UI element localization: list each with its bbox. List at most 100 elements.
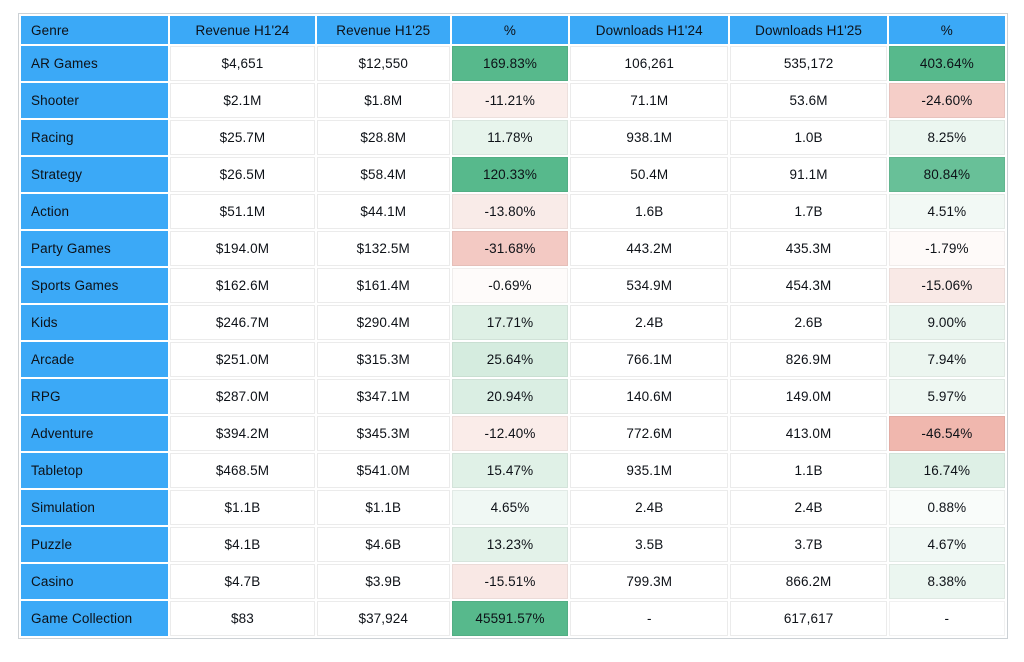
downloads-change-cell: -24.60% — [888, 83, 1005, 118]
revenue-h124-cell: $51.1M — [170, 194, 315, 229]
downloads-change-cell: 8.25% — [888, 120, 1005, 155]
revenue-h125-cell: $37,924 — [316, 601, 450, 636]
revenue-h125-cell: $28.8M — [316, 120, 450, 155]
revenue-h124-cell: $162.6M — [170, 268, 315, 303]
downloads-h125-cell: 91.1M — [730, 157, 887, 192]
table-row: Casino $4.7B $3.9B -15.51% 799.3M 866.2M 8.38% — [21, 564, 1005, 599]
downloads-change-cell: 7.94% — [888, 342, 1005, 377]
table-row: Strategy $26.5M $58.4M 120.33% 50.4M 91.1M 80.… — [21, 157, 1005, 192]
genre-cell: Action — [21, 194, 169, 229]
genre-cell: Tabletop — [21, 453, 169, 488]
genre-cell: Racing — [21, 120, 169, 155]
table-row: Game Collection $83 $37,924 45591.57% -617,6… — [21, 601, 1005, 636]
revenue-change-cell: 169.83% — [451, 46, 569, 81]
downloads-h125-cell: 435.3M — [730, 231, 887, 266]
table-row: AR Games $4,651 $12,550 169.83% 106,261 535,1… — [21, 46, 1005, 81]
table-row: Sports Games $162.6M $161.4M -0.69% 534.9M 45… — [21, 268, 1005, 303]
downloads-h124-cell: 1.6B — [570, 194, 729, 229]
downloads-h125-cell: 3.7B — [730, 527, 887, 562]
downloads-h124-cell: - — [570, 601, 729, 636]
downloads-h124-cell: 938.1M — [570, 120, 729, 155]
revenue-change-cell: 15.47% — [451, 453, 569, 488]
revenue-h125-cell: $345.3M — [316, 416, 450, 451]
downloads-change-cell: 9.00% — [888, 305, 1005, 340]
revenue-h125-cell: $1.1B — [316, 490, 450, 525]
genre-cell: AR Games — [21, 46, 169, 81]
revenue-h124-cell: $394.2M — [170, 416, 315, 451]
downloads-h124-cell: 71.1M — [570, 83, 729, 118]
table-header: Genre Revenue H1'24 Revenue H1'25% Download… — [21, 16, 1005, 44]
downloads-change-cell: - — [888, 601, 1005, 636]
table-row: Kids $246.7M $290.4M 17.71% 2.4B 2.6B 9.00% — [21, 305, 1005, 340]
genre-cell: Kids — [21, 305, 169, 340]
downloads-h124-cell: 935.1M — [570, 453, 729, 488]
downloads-change-cell: -46.54% — [888, 416, 1005, 451]
downloads-h124-cell: 772.6M — [570, 416, 729, 451]
revenue-h125-cell: $132.5M — [316, 231, 450, 266]
genre-cell: Shooter — [21, 83, 169, 118]
revenue-h124-cell: $25.7M — [170, 120, 315, 155]
revenue-h125-cell: $1.8M — [316, 83, 450, 118]
downloads-h124-cell: 443.2M — [570, 231, 729, 266]
downloads-change-cell: 80.84% — [888, 157, 1005, 192]
column-header-2: Revenue H1'25 — [316, 16, 450, 44]
downloads-h125-cell: 617,617 — [730, 601, 887, 636]
revenue-h125-cell: $4.6B — [316, 527, 450, 562]
revenue-h124-cell: $26.5M — [170, 157, 315, 192]
revenue-h124-cell: $4.7B — [170, 564, 315, 599]
revenue-h125-cell: $290.4M — [316, 305, 450, 340]
genre-cell: Arcade — [21, 342, 169, 377]
revenue-h124-cell: $1.1B — [170, 490, 315, 525]
revenue-h125-cell: $315.3M — [316, 342, 450, 377]
downloads-change-cell: 5.97% — [888, 379, 1005, 414]
revenue-change-cell: 20.94% — [451, 379, 569, 414]
table-row: Arcade $251.0M $315.3M 25.64% 766.1M 826.9M 7.… — [21, 342, 1005, 377]
revenue-change-cell: -13.80% — [451, 194, 569, 229]
revenue-change-cell: 13.23% — [451, 527, 569, 562]
revenue-change-cell: 4.65% — [451, 490, 569, 525]
downloads-change-cell: 16.74% — [888, 453, 1005, 488]
genre-cell: Strategy — [21, 157, 169, 192]
downloads-h125-cell: 1.0B — [730, 120, 887, 155]
revenue-h124-cell: $468.5M — [170, 453, 315, 488]
column-header-4: Downloads H1'24 — [570, 16, 729, 44]
table-row: Tabletop $468.5M $541.0M 15.47% 935.1M 1.1B 16… — [21, 453, 1005, 488]
revenue-h124-cell: $4.1B — [170, 527, 315, 562]
genre-metrics-table: Genre Revenue H1'24 Revenue H1'25% Download… — [18, 13, 1008, 639]
table-row: Party Games $194.0M $132.5M -31.68% 443.2M 43… — [21, 231, 1005, 266]
genre-cell: Game Collection — [21, 601, 169, 636]
downloads-change-cell: 403.64% — [888, 46, 1005, 81]
table-row: Shooter $2.1M $1.8M -11.21% 71.1M 53.6M -24.60… — [21, 83, 1005, 118]
downloads-h125-cell: 1.7B — [730, 194, 887, 229]
downloads-h125-cell: 413.0M — [730, 416, 887, 451]
downloads-h124-cell: 2.4B — [570, 490, 729, 525]
revenue-h125-cell: $3.9B — [316, 564, 450, 599]
revenue-h124-cell: $2.1M — [170, 83, 315, 118]
downloads-change-cell: 4.67% — [888, 527, 1005, 562]
revenue-h124-cell: $287.0M — [170, 379, 315, 414]
downloads-change-cell: 8.38% — [888, 564, 1005, 599]
table-row: Adventure $394.2M $345.3M -12.40% 772.6M 413.… — [21, 416, 1005, 451]
downloads-change-cell: -1.79% — [888, 231, 1005, 266]
revenue-change-cell: 17.71% — [451, 305, 569, 340]
revenue-change-cell: -12.40% — [451, 416, 569, 451]
table-body: AR Games $4,651 $12,550 169.83% 106,261 535,1… — [21, 46, 1005, 636]
table-row: Racing $25.7M $28.8M 11.78% 938.1M 1.0B 8.25% — [21, 120, 1005, 155]
downloads-change-cell: -15.06% — [888, 268, 1005, 303]
genre-cell: RPG — [21, 379, 169, 414]
downloads-h125-cell: 2.6B — [730, 305, 887, 340]
downloads-change-cell: 0.88% — [888, 490, 1005, 525]
revenue-h125-cell: $58.4M — [316, 157, 450, 192]
revenue-h125-cell: $161.4M — [316, 268, 450, 303]
downloads-change-cell: 4.51% — [888, 194, 1005, 229]
downloads-h124-cell: 106,261 — [570, 46, 729, 81]
genre-cell: Puzzle — [21, 527, 169, 562]
revenue-change-cell: 25.64% — [451, 342, 569, 377]
revenue-change-cell: -31.68% — [451, 231, 569, 266]
downloads-h124-cell: 140.6M — [570, 379, 729, 414]
revenue-h125-cell: $541.0M — [316, 453, 450, 488]
column-header-genre: Genre — [21, 16, 169, 44]
table-row: Puzzle $4.1B $4.6B 13.23% 3.5B 3.7B 4.67% — [21, 527, 1005, 562]
genre-cell: Adventure — [21, 416, 169, 451]
downloads-h125-cell: 535,172 — [730, 46, 887, 81]
